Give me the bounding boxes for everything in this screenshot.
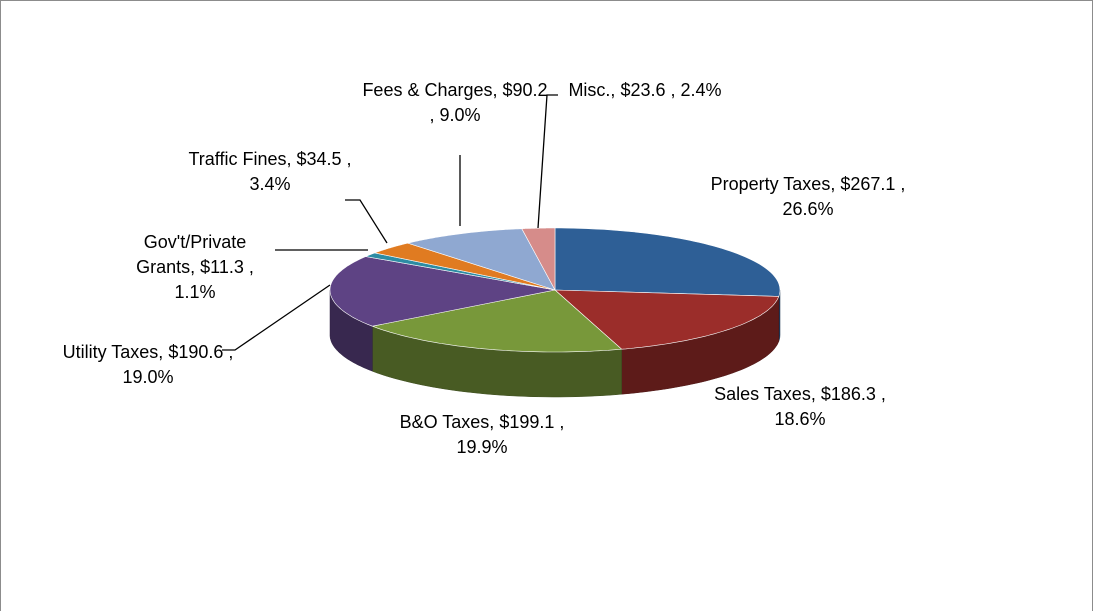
label-category: B&O Taxes, <box>399 412 495 432</box>
leader-line <box>222 284 331 351</box>
label-category: Sales Taxes, <box>714 384 816 404</box>
pie-slice <box>406 228 556 291</box>
label-value: $90.2 , <box>429 80 548 125</box>
data-label: B&O Taxes, $199.1 , 19.9% <box>392 410 572 460</box>
leader-lines <box>222 94 558 351</box>
data-label: Traffic Fines, $34.5 , 3.4% <box>175 147 365 197</box>
label-percent: 26.6% <box>782 199 834 219</box>
data-label: Misc., $23.6 , 2.4% <box>565 78 725 103</box>
label-value: $11.3 , <box>200 257 254 277</box>
data-label: Utility Taxes, $190.6 , 19.0% <box>53 340 243 390</box>
pie-slice <box>554 227 781 297</box>
leader-line <box>537 94 558 229</box>
pie-tops <box>329 227 781 353</box>
label-percent: 1.1% <box>174 282 216 302</box>
leader-line <box>345 199 388 244</box>
data-label: Gov't/Private Grants, $11.3 , 1.1% <box>120 230 270 305</box>
label-value: $267.1 , <box>840 174 906 194</box>
label-percent: 19.0% <box>122 367 174 387</box>
label-value: $199.1 , <box>499 412 565 432</box>
label-category: Traffic Fines, <box>188 149 292 169</box>
label-category: Gov't/Private Grants, <box>136 232 247 277</box>
pie-slice <box>373 242 556 291</box>
pie-slice <box>329 256 556 327</box>
label-category: Utility Taxes, <box>62 342 164 362</box>
label-percent: 2.4% <box>680 80 722 100</box>
label-category: Fees & Charges, <box>362 80 498 100</box>
pie-slice <box>521 227 556 291</box>
pie-slice <box>371 289 623 353</box>
label-category: Misc., <box>568 80 616 100</box>
label-percent: 9.0% <box>439 105 481 125</box>
label-category: Property Taxes, <box>710 174 836 194</box>
label-value: $190.6 , <box>168 342 234 362</box>
data-label: Fees & Charges, $90.2 , 9.0% <box>360 78 550 128</box>
label-percent: 18.6% <box>774 409 826 429</box>
data-label: Sales Taxes, $186.3 , 18.6% <box>710 382 890 432</box>
data-label: Property Taxes, $267.1 , 26.6% <box>703 172 913 222</box>
label-value: $23.6 , <box>620 80 676 100</box>
label-value: $34.5 , <box>296 149 352 169</box>
pie-slice <box>554 289 780 350</box>
label-percent: 19.9% <box>456 437 508 457</box>
label-value: $186.3 , <box>820 384 886 404</box>
pie-slice <box>365 252 556 291</box>
label-percent: 3.4% <box>249 174 291 194</box>
